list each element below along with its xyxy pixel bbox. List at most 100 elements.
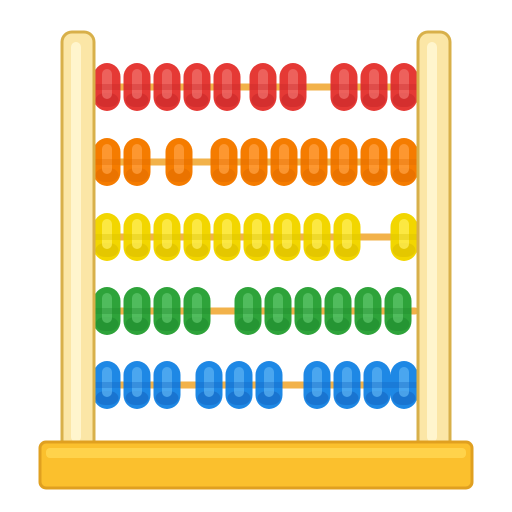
bead-rod-hole — [363, 382, 391, 388]
bead-rod-hole — [255, 382, 283, 388]
bead-highlight — [192, 219, 202, 249]
bead-shade — [296, 317, 320, 331]
bead-highlight — [102, 367, 112, 397]
bead-rod-hole — [123, 308, 151, 314]
bead-highlight — [399, 69, 409, 99]
bead-highlight — [162, 367, 172, 397]
bead-rod-hole — [303, 234, 331, 240]
bead — [249, 63, 277, 111]
bead-shade — [305, 391, 329, 405]
bead-highlight — [369, 144, 379, 174]
bead-highlight — [249, 144, 259, 174]
bead-rod-hole — [213, 84, 241, 90]
bead-shade — [95, 93, 119, 107]
bead-shade — [392, 93, 416, 107]
bead-rod-hole — [195, 382, 223, 388]
bead-row-orange — [93, 138, 418, 186]
bead-rod-hole — [213, 234, 241, 240]
bead-shade — [281, 93, 305, 107]
bead-rod-hole — [153, 308, 181, 314]
bead-rod-hole — [153, 84, 181, 90]
bead-shade — [335, 391, 359, 405]
bead — [294, 287, 322, 335]
bead-shade — [257, 391, 281, 405]
bead-rod-hole — [264, 308, 292, 314]
bead — [153, 361, 181, 409]
bead — [93, 287, 121, 335]
bead-shade — [227, 391, 251, 405]
bead-highlight — [399, 367, 409, 397]
bead-highlight — [339, 69, 349, 99]
bead-shade — [155, 317, 179, 331]
bead — [225, 361, 253, 409]
bead-rod-hole — [93, 234, 121, 240]
bead-rod-hole — [384, 308, 412, 314]
bead-highlight — [132, 144, 142, 174]
bead — [153, 63, 181, 111]
bead-highlight — [363, 293, 373, 323]
bead-shade — [335, 243, 359, 257]
bead-rod-hole — [330, 84, 358, 90]
bead-highlight — [393, 293, 403, 323]
abacus-beads — [93, 63, 418, 409]
bead-highlight — [102, 144, 112, 174]
abacus-base — [38, 440, 474, 490]
bead — [123, 213, 151, 261]
bead-shade — [251, 93, 275, 107]
bead — [123, 287, 151, 335]
bead — [153, 287, 181, 335]
bead-highlight — [288, 69, 298, 99]
bead-row-green — [93, 287, 412, 335]
bead-shade — [386, 317, 410, 331]
bead — [213, 63, 241, 111]
bead — [93, 138, 121, 186]
bead-highlight — [234, 367, 244, 397]
bead-shade — [392, 168, 416, 182]
bead-highlight — [399, 219, 409, 249]
bead — [270, 138, 298, 186]
bead-rod-hole — [243, 234, 271, 240]
bead-shade — [362, 168, 386, 182]
bead-highlight — [372, 367, 382, 397]
bead-rod-hole — [300, 159, 328, 165]
bead — [123, 63, 151, 111]
left-post — [60, 30, 96, 454]
bead-shade — [125, 391, 149, 405]
bead-highlight — [204, 367, 214, 397]
bead-highlight — [369, 69, 379, 99]
bead-highlight — [192, 293, 202, 323]
bead-rod-hole — [360, 159, 388, 165]
bead-rod-hole — [210, 159, 238, 165]
right-post-highlight — [427, 42, 437, 442]
bead-shade — [392, 243, 416, 257]
bead-shade — [326, 317, 350, 331]
bead-highlight — [399, 144, 409, 174]
bead — [390, 63, 418, 111]
bead-rod-hole — [225, 382, 253, 388]
bead-rod-hole — [93, 382, 121, 388]
bead-highlight — [243, 293, 253, 323]
bead-shade — [215, 93, 239, 107]
bead-shade — [155, 391, 179, 405]
bead-rod-hole — [183, 234, 211, 240]
bead-highlight — [219, 144, 229, 174]
bead-rod-hole — [303, 382, 331, 388]
bead-shade — [95, 243, 119, 257]
bead-shade — [236, 317, 260, 331]
bead-rod-hole — [390, 234, 418, 240]
bead-shade — [275, 243, 299, 257]
bead-highlight — [132, 219, 142, 249]
bead — [330, 63, 358, 111]
bead-shade — [332, 93, 356, 107]
bead-shade — [392, 391, 416, 405]
bead-rod-hole — [330, 159, 358, 165]
bead-shade — [197, 391, 221, 405]
bead — [390, 138, 418, 186]
bead-highlight — [273, 293, 283, 323]
bead-highlight — [162, 219, 172, 249]
bead — [360, 63, 388, 111]
bead — [234, 287, 262, 335]
bead-shade — [272, 168, 296, 182]
bead-highlight — [312, 219, 322, 249]
bead-highlight — [279, 144, 289, 174]
